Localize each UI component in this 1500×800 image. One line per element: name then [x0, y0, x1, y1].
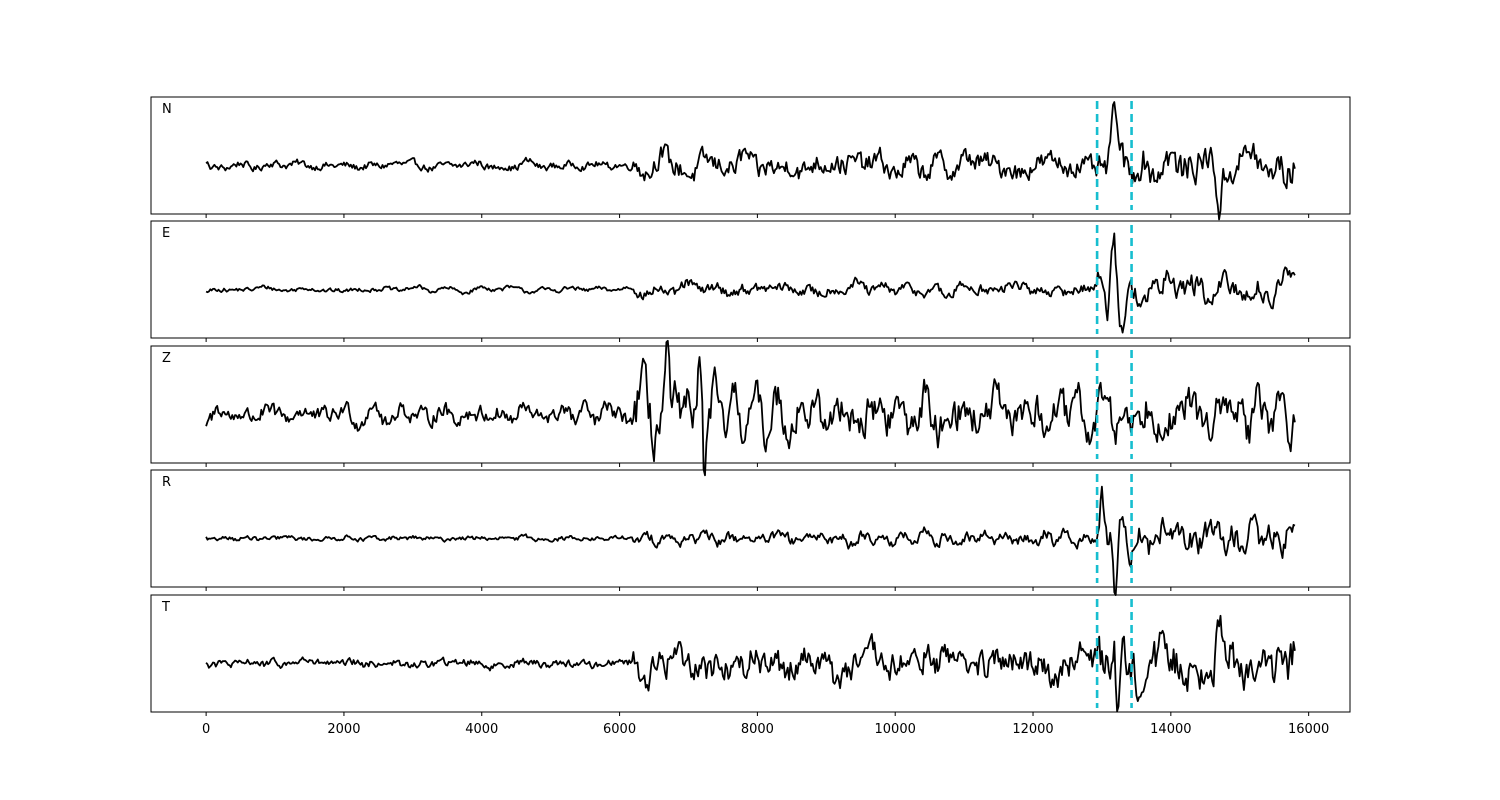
- trace-t: [205, 614, 1296, 713]
- panel-frame: [150, 96, 1351, 215]
- panel-z: Z: [150, 339, 1351, 477]
- panel-label: E: [162, 226, 170, 241]
- panel-frame: [150, 469, 1351, 588]
- trace-e: [205, 232, 1296, 334]
- panel-label: N: [162, 102, 172, 117]
- panel-label: Z: [162, 351, 171, 366]
- x-tick-label: 4000: [465, 722, 498, 737]
- x-axis: 0 2000 4000 6000 8000 10000 12000 14000 16000: [202, 722, 1329, 737]
- trace-n: [205, 101, 1296, 221]
- x-tick-label: 6000: [603, 722, 636, 737]
- x-tick-label: 2000: [327, 722, 360, 737]
- x-tick-label: 8000: [741, 722, 774, 737]
- trace-z: [205, 339, 1296, 477]
- panel-frame: [150, 594, 1351, 713]
- x-tick-label: 0: [202, 722, 210, 737]
- x-tick-label: 14000: [1150, 722, 1191, 737]
- panels: N E Z R T: [150, 96, 1351, 716]
- panel-n: N: [150, 96, 1351, 221]
- trace-r: [205, 485, 1296, 596]
- panel-t: T: [150, 594, 1351, 716]
- panel-e: E: [150, 220, 1351, 342]
- x-tick-label: 12000: [1012, 722, 1053, 737]
- panel-label: R: [162, 475, 171, 490]
- panel-r: R: [150, 469, 1351, 596]
- panel-frame: [150, 345, 1351, 464]
- panel-label: T: [161, 600, 170, 615]
- panel-frame: [150, 220, 1351, 339]
- x-tick-label: 16000: [1288, 722, 1329, 737]
- x-tick-label: 10000: [875, 722, 916, 737]
